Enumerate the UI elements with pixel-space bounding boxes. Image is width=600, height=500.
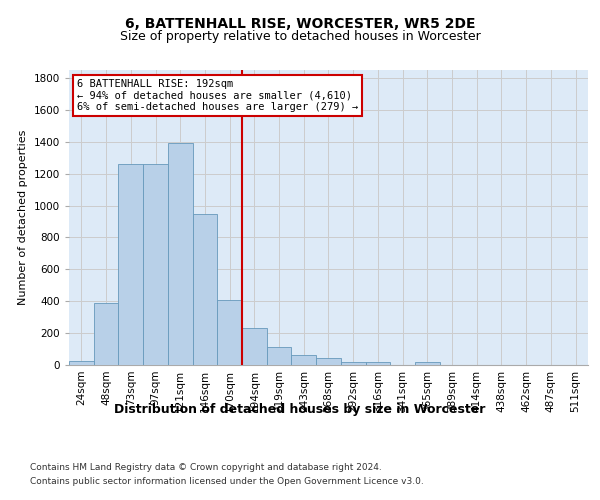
Text: Contains public sector information licensed under the Open Government Licence v3: Contains public sector information licen… <box>30 478 424 486</box>
Bar <box>341 362 365 365</box>
Bar <box>143 164 168 365</box>
Text: Contains HM Land Registry data © Crown copyright and database right 2024.: Contains HM Land Registry data © Crown c… <box>30 462 382 471</box>
Text: 6, BATTENHALL RISE, WORCESTER, WR5 2DE: 6, BATTENHALL RISE, WORCESTER, WR5 2DE <box>125 18 475 32</box>
Text: Size of property relative to detached houses in Worcester: Size of property relative to detached ho… <box>119 30 481 43</box>
Bar <box>168 142 193 365</box>
Bar <box>365 362 390 365</box>
Bar <box>118 164 143 365</box>
Bar <box>292 354 316 365</box>
Bar <box>242 328 267 365</box>
Bar <box>316 358 341 365</box>
Bar <box>217 300 242 365</box>
Bar <box>193 214 217 365</box>
Bar <box>94 303 118 365</box>
Text: 6 BATTENHALL RISE: 192sqm
← 94% of detached houses are smaller (4,610)
6% of sem: 6 BATTENHALL RISE: 192sqm ← 94% of detac… <box>77 79 358 112</box>
Text: Distribution of detached houses by size in Worcester: Distribution of detached houses by size … <box>115 402 485 415</box>
Y-axis label: Number of detached properties: Number of detached properties <box>18 130 28 305</box>
Bar <box>69 361 94 365</box>
Bar <box>267 346 292 365</box>
Bar <box>415 362 440 365</box>
